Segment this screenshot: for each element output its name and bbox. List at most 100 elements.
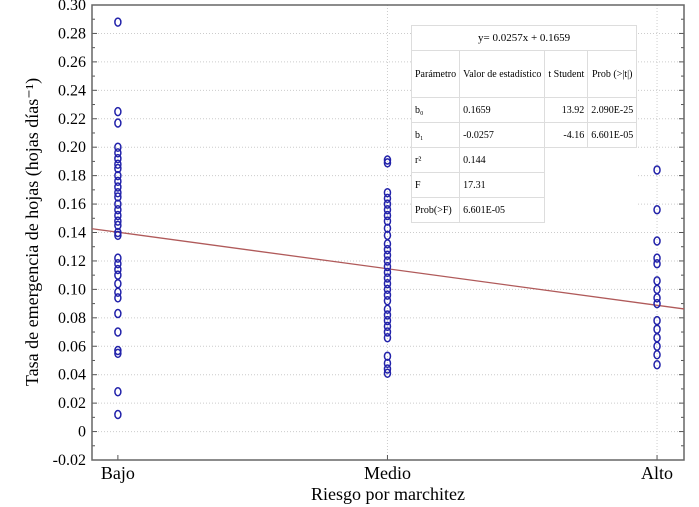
y-tick-label: 0.22 <box>58 111 86 128</box>
data-point-bajo <box>114 182 122 192</box>
data-point-alto <box>653 236 661 246</box>
y-tick-label: 0.08 <box>58 310 86 327</box>
param-name: r² <box>410 147 461 173</box>
data-point-medio <box>383 199 392 209</box>
param-name: Prob(>F) <box>410 197 461 223</box>
data-point-bajo <box>114 409 122 420</box>
data-point-medio <box>383 296 392 306</box>
data-point-medio <box>383 304 392 315</box>
data-point-medio <box>383 327 392 337</box>
y-tick-label: 0.24 <box>58 82 86 99</box>
data-point-medio <box>383 290 392 300</box>
header-t-student: t Student <box>544 50 589 98</box>
data-point-alto <box>653 293 661 303</box>
y-tick-label: 0.04 <box>58 367 86 384</box>
x-axis-label: Riesgo por marchitez <box>311 484 465 504</box>
y-axis-label: Tasa de emergencia de hojas (hojas días⁻… <box>22 78 43 386</box>
data-point-medio <box>383 267 392 278</box>
data-point-bajo <box>114 253 122 263</box>
data-point-bajo <box>114 187 122 198</box>
data-point-alto <box>653 259 661 269</box>
param-value: -0.0257 <box>459 122 546 148</box>
table-row: b₀ 0.1659 13.92 2.090E-25 <box>410 97 638 123</box>
param-value: 0.1659 <box>459 97 546 123</box>
data-point-bajo <box>114 220 122 231</box>
data-point-medio <box>383 351 392 361</box>
data-point-medio <box>383 315 392 326</box>
data-point-medio <box>383 332 392 343</box>
data-point-bajo <box>114 210 122 221</box>
data-point-medio <box>383 310 392 320</box>
data-point-medio <box>383 321 392 332</box>
regression-stats-table: y= 0.0257x + 0.1659 Parámetro Valor de e… <box>410 25 638 223</box>
y-tick-label: 0.12 <box>58 253 86 270</box>
y-tick-label: 0.18 <box>58 168 86 185</box>
data-point-alto <box>653 298 661 309</box>
header-parametro: Parámetro <box>410 50 461 98</box>
data-point-alto <box>653 253 661 263</box>
y-tick-label: 0.10 <box>58 281 86 298</box>
x-tick-label: Alto <box>641 463 673 483</box>
y-tick-label: -0.02 <box>53 452 86 469</box>
data-point-bajo <box>114 216 122 226</box>
data-point-bajo <box>114 308 122 319</box>
data-point-alto <box>653 205 661 215</box>
data-point-medio <box>383 158 392 168</box>
data-point-bajo <box>114 148 122 158</box>
data-point-bajo <box>114 159 122 169</box>
data-point-alto <box>653 332 661 343</box>
data-point-medio <box>383 284 392 295</box>
data-point-medio <box>383 239 392 249</box>
data-point-medio <box>383 261 392 272</box>
plot-frame <box>91 4 685 461</box>
data-point-bajo <box>114 192 122 202</box>
data-point-bajo <box>114 106 122 117</box>
data-point-medio <box>383 193 392 204</box>
data-point-bajo <box>114 270 122 280</box>
t-student: -4.16 <box>544 122 589 148</box>
data-point-medio <box>383 216 392 226</box>
data-point-bajo <box>114 387 122 397</box>
t-student: 13.92 <box>544 97 589 123</box>
x-tick-label: Medio <box>364 463 411 483</box>
param-name: b₀ <box>410 97 461 123</box>
data-point-bajo <box>114 287 122 297</box>
prob-t: 2.090E-25 <box>587 97 638 123</box>
data-point-medio <box>383 273 392 283</box>
data-point-bajo <box>114 348 122 359</box>
data-point-alto <box>653 165 661 175</box>
data-point-medio <box>383 250 392 260</box>
prob-t: 6.601E-05 <box>587 122 638 148</box>
data-point-medio <box>383 223 392 233</box>
y-tick-label: 0.14 <box>58 225 86 242</box>
data-point-bajo <box>114 17 122 27</box>
y-tick-label: 0.30 <box>58 0 86 14</box>
data-point-bajo <box>114 176 122 187</box>
data-point-medio <box>383 205 392 215</box>
data-point-bajo <box>114 205 122 215</box>
data-point-bajo <box>114 327 122 337</box>
data-point-medio <box>383 364 392 374</box>
table-row: b₁ -0.0257 -4.16 6.601E-05 <box>410 122 638 148</box>
data-point-bajo <box>114 259 122 269</box>
table-row: r² 0.144 <box>410 147 637 223</box>
x-tick-label: Bajo <box>101 463 135 483</box>
data-point-medio <box>383 278 392 289</box>
y-tick-label: 0.26 <box>58 54 86 71</box>
data-point-bajo <box>114 264 122 275</box>
param-name: b₁ <box>410 122 461 148</box>
data-point-bajo <box>114 293 122 303</box>
data-point-bajo <box>114 153 122 164</box>
data-point-medio <box>383 368 392 379</box>
data-point-bajo <box>114 170 122 181</box>
data-point-alto <box>653 359 661 370</box>
table-row: Prob(>F) 6.601E-05 <box>410 197 637 223</box>
param-value: 17.31 <box>459 172 546 198</box>
y-tick-label: 0.16 <box>58 196 86 213</box>
y-tick-label: 0.28 <box>58 25 86 42</box>
y-tick-label: 0.02 <box>58 395 86 412</box>
y-tick-label: 0.20 <box>58 139 86 156</box>
data-point-alto <box>653 350 661 360</box>
